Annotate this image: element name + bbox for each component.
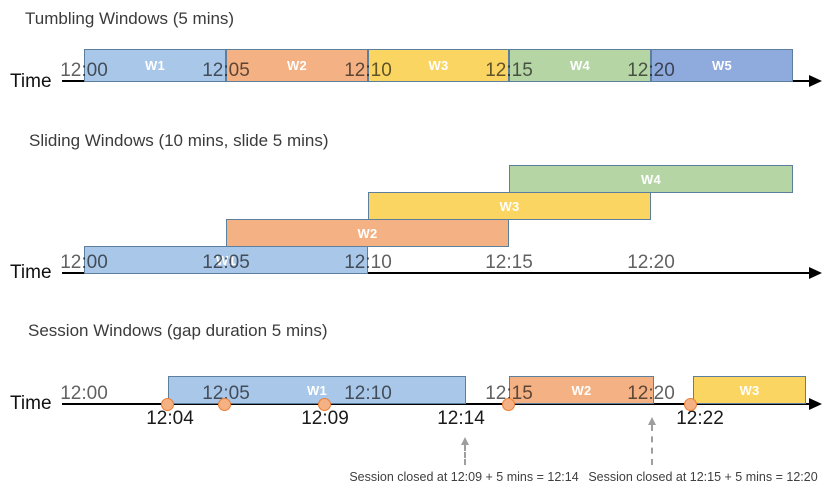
tumbling-tick-1220: 12:20 <box>627 60 675 81</box>
tumbling-tick-1210: 12:10 <box>344 60 392 81</box>
tumbling-window-w3-label: W3 <box>428 58 449 73</box>
sliding-window-w3-label: W3 <box>499 198 520 214</box>
tumbling-window-w5: W5 <box>651 49 793 82</box>
tumbling-window-w3: W3 <box>368 49 509 82</box>
tumbling-tick-1215: 12:15 <box>485 60 533 81</box>
sliding-window-w1: W1 <box>84 246 368 274</box>
session-window-w3-label: W3 <box>739 382 760 398</box>
tumbling-window-w4-label: W4 <box>569 58 591 73</box>
sliding-window-w1-label: W1 <box>215 252 237 268</box>
session-tick-1215: 12:15 <box>485 383 533 404</box>
session-tick-1205: 12:05 <box>202 383 250 404</box>
session-window-w1-label: W1 <box>306 382 328 398</box>
session-event-label-1209: 12:09 <box>301 408 349 429</box>
sliding-title: Sliding Windows (10 mins, slide 5 mins) <box>29 131 329 150</box>
session-window-w2-label: W2 <box>571 382 592 398</box>
tumbling-window-w1: W1 <box>84 49 226 82</box>
sliding-tick-1215: 12:15 <box>485 252 533 273</box>
sliding-tick-1205: 12:05 <box>202 252 250 273</box>
tumbling-window-w5-label: W5 <box>711 58 733 73</box>
sliding-window-w2-label: W2 <box>357 225 378 241</box>
event-dot-1215-icon <box>502 398 515 411</box>
event-dot-1222-icon <box>684 398 697 411</box>
session-window-w2: W2 <box>509 376 654 404</box>
tumbling-window-w2: W2 <box>226 49 368 82</box>
dash-arrow-line <box>464 445 466 465</box>
session-window-w3: W3 <box>693 376 806 404</box>
session-timeline-axis <box>62 403 810 405</box>
sliding-tick-1220: 12:20 <box>627 252 675 273</box>
session-event-label-1222: 12:22 <box>676 408 724 429</box>
session-tick-1220: 12:20 <box>627 383 675 404</box>
sliding-axis-arrowhead-icon <box>809 267 822 279</box>
session-tick-1210: 12:10 <box>344 383 392 404</box>
tumbling-window-w2-label: W2 <box>286 58 308 73</box>
session-event-label-1204: 12:04 <box>146 408 194 429</box>
sliding-timeline-axis <box>62 272 810 274</box>
tumbling-window-w1-label: W1 <box>144 58 166 73</box>
sliding-window-w3: W3 <box>368 192 651 220</box>
dash-arrowhead-up-icon <box>461 437 469 445</box>
session-close-annotation-1: Session closed at 12:09 + 5 mins = 12:14 <box>349 470 579 484</box>
session-axis-arrowhead-icon <box>809 398 822 410</box>
session-window-w1: W1 <box>168 376 466 404</box>
session-tick-1200: 12:00 <box>60 383 108 404</box>
session-close-arrow-2-icon <box>647 417 657 465</box>
event-dot-1206-icon <box>218 398 231 411</box>
session-event-label-1214: 12:14 <box>437 408 485 429</box>
dash-arrow-line <box>651 425 653 465</box>
event-dot-1204-icon <box>161 398 174 411</box>
tumbling-time-label: Time <box>10 71 52 92</box>
session-close-annotation-2: Session closed at 12:15 + 5 mins = 12:20 <box>588 470 818 484</box>
sliding-window-w4: W4 <box>509 165 793 193</box>
sliding-tick-1200: 12:00 <box>60 252 108 273</box>
session-title: Session Windows (gap duration 5 mins) <box>28 321 328 340</box>
session-close-arrow-1-icon <box>460 437 470 465</box>
tumbling-tick-1205: 12:05 <box>202 60 250 81</box>
sliding-window-w2: W2 <box>226 219 509 247</box>
dash-arrowhead-up-icon <box>648 417 656 425</box>
tumbling-title: Tumbling Windows (5 mins) <box>25 9 235 28</box>
tumbling-window-w4: W4 <box>509 49 651 82</box>
sliding-time-label: Time <box>10 262 52 283</box>
sliding-window-w4-label: W4 <box>640 171 662 187</box>
sliding-tick-1210: 12:10 <box>344 252 392 273</box>
tumbling-axis-arrowhead-icon <box>809 75 822 87</box>
session-time-label: Time <box>10 393 52 414</box>
tumbling-tick-1200: 12:00 <box>60 60 108 81</box>
event-dot-1209-icon <box>318 398 331 411</box>
